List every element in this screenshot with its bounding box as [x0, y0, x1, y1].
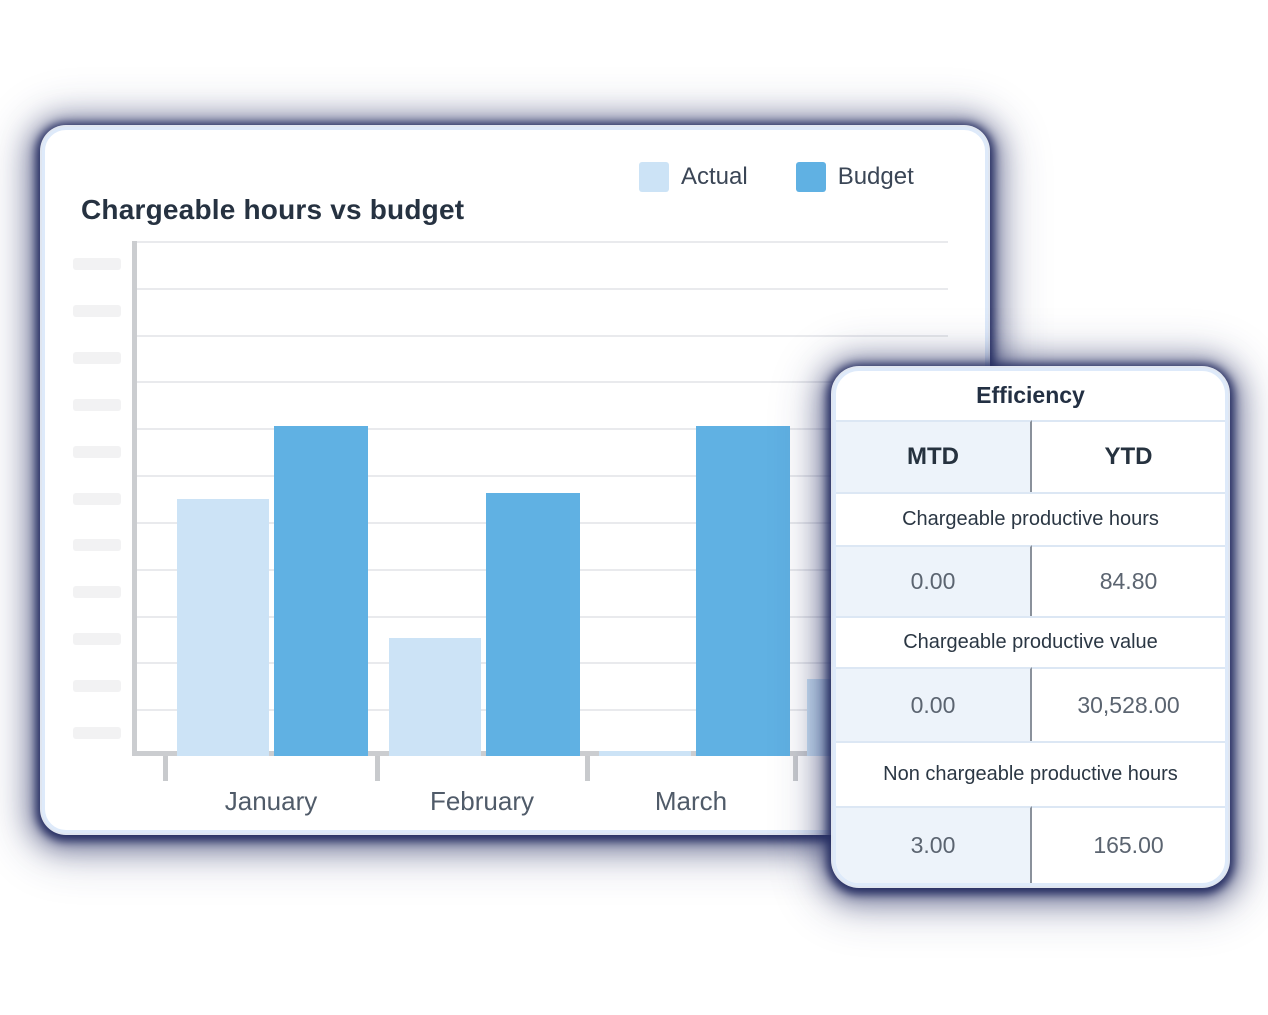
- row-label-non-chargeable-productive-hours: Non chargeable productive hours: [836, 741, 1225, 806]
- y-axis-label-skeleton: [73, 632, 121, 645]
- column-header-mtd: MTD: [836, 420, 1032, 492]
- bar-actual-February[interactable]: [389, 637, 481, 756]
- y-axis-label-skeleton: [73, 398, 121, 411]
- y-axis-label-skeleton: [73, 258, 121, 271]
- bar-budget-March[interactable]: [696, 426, 790, 756]
- gridline: [137, 428, 948, 431]
- gridline: [137, 334, 948, 337]
- y-axis-label-skeleton: [73, 445, 121, 458]
- y-axis-label-skeleton: [73, 492, 121, 505]
- gridline: [137, 381, 948, 384]
- bar-chart-plot-area: January February March: [73, 241, 962, 816]
- y-axis-line: [132, 241, 137, 756]
- gridline: [137, 241, 948, 243]
- y-axis-label-skeleton: [73, 679, 121, 692]
- efficiency-title: Efficiency: [976, 382, 1085, 408]
- y-axis-label-skeleton: [73, 352, 121, 365]
- y-axis-label-skeleton: [73, 726, 121, 739]
- x-axis-tick: [375, 756, 380, 781]
- value-non-chargeable-productive-hours-ytd: 165.00: [1032, 806, 1225, 883]
- chart-legend: Actual Budget: [639, 162, 914, 192]
- legend-item-actual[interactable]: Actual: [639, 162, 748, 192]
- y-axis-label-skeleton: [73, 539, 121, 552]
- value-chargeable-productive-value-ytd: 30,528.00: [1032, 667, 1225, 741]
- x-axis-label: January: [224, 786, 318, 816]
- chart-title: Chargeable hours vs budget: [81, 194, 465, 226]
- gridline: [137, 287, 948, 290]
- value-chargeable-productive-hours-mtd: 0.00: [836, 545, 1032, 616]
- y-axis-label-skeleton: [73, 305, 121, 318]
- x-axis-tick: [163, 756, 168, 781]
- x-axis-label: March: [654, 786, 728, 816]
- x-axis-tick: [585, 756, 590, 781]
- efficiency-table-card: Efficiency MTD YTD Chargeable productive…: [833, 368, 1228, 886]
- gridline: [137, 475, 948, 478]
- actual-swatch-icon: [639, 162, 669, 192]
- chargeable-hours-chart-card: Chargeable hours vs budget Actual Budget…: [42, 127, 988, 833]
- legend-item-budget[interactable]: Budget: [795, 162, 914, 192]
- value-chargeable-productive-value-mtd: 0.00: [836, 667, 1032, 741]
- x-axis-tick: [793, 756, 798, 781]
- bar-budget-January[interactable]: [274, 426, 368, 756]
- bar-budget-February[interactable]: [486, 493, 580, 756]
- row-label-chargeable-productive-hours: Chargeable productive hours: [836, 492, 1225, 545]
- column-header-ytd: YTD: [1032, 420, 1225, 492]
- legend-label-budget: Budget: [837, 163, 914, 190]
- row-label-chargeable-productive-value: Chargeable productive value: [836, 616, 1225, 667]
- legend-label-actual: Actual: [681, 163, 748, 190]
- value-chargeable-productive-hours-ytd: 84.80: [1032, 545, 1225, 616]
- x-axis-label: February: [429, 786, 535, 816]
- bar-actual-January[interactable]: [177, 498, 269, 756]
- value-non-chargeable-productive-hours-mtd: 3.00: [836, 806, 1032, 883]
- bar-actual-March[interactable]: [599, 750, 691, 756]
- budget-swatch-icon: [795, 162, 826, 192]
- y-axis-label-skeleton: [73, 586, 121, 599]
